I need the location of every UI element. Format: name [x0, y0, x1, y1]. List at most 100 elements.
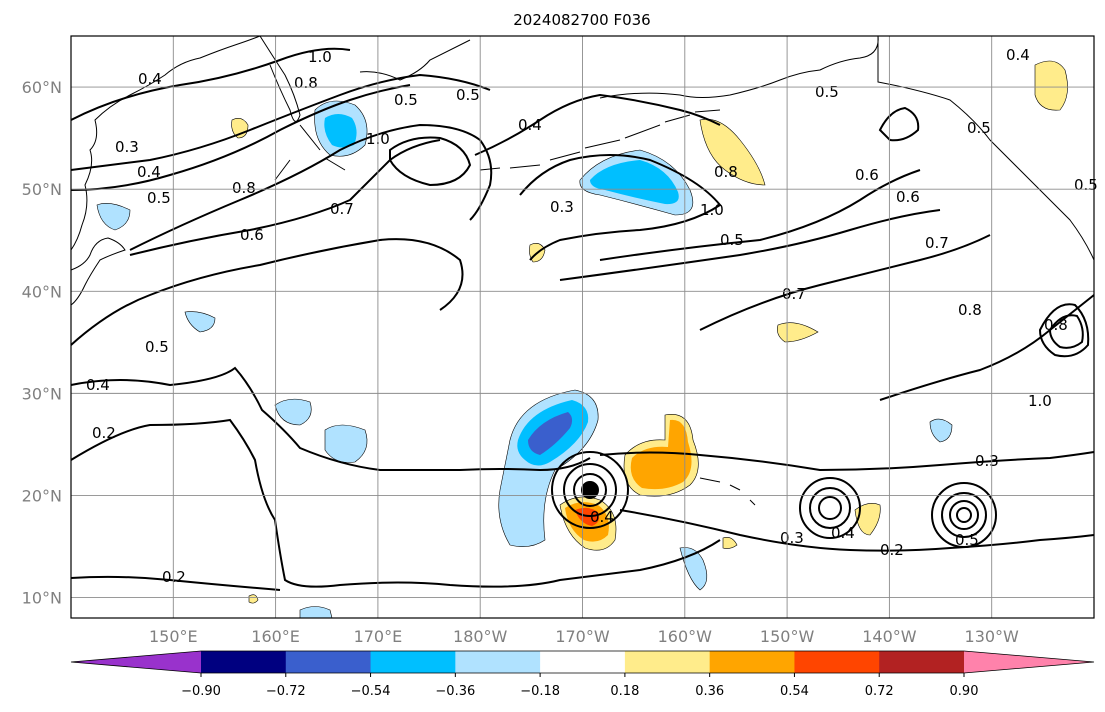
anomaly-patch-kamchatka-negative-core: [324, 114, 357, 148]
colorbar-tick-label: 0.90: [950, 684, 979, 699]
lon-tick-label: 140°W: [862, 627, 917, 646]
contour-line: [70, 238, 464, 346]
lon-tick-label: 180°W: [453, 627, 508, 646]
coastline-japan: [70, 237, 126, 306]
coastline-hawaii: [699, 477, 756, 506]
anomaly-patch-south-negative-2: [299, 606, 333, 619]
cyclone-contour: [573, 473, 607, 507]
graticule: [71, 36, 1094, 618]
contour-line: [70, 47, 351, 121]
lon-tick-label: 130°W: [965, 627, 1020, 646]
contour-label: 0.8: [958, 301, 982, 319]
contour-line: [599, 451, 1095, 472]
lon-tick-label: 150°E: [149, 627, 198, 646]
anomaly-patch-south-negative-1: [679, 547, 708, 591]
contour-label: 0.8: [1044, 316, 1068, 334]
contour-label: 0.5: [147, 189, 171, 207]
contour-label: 0.7: [330, 200, 354, 218]
colorbar-tick-label: −0.36: [435, 684, 475, 699]
anomaly-patch-aleutian-negative-core: [590, 160, 679, 205]
contour-line: [474, 93, 721, 156]
contour-label: 0.6: [896, 188, 920, 206]
lon-tick-label: 150°W: [760, 627, 815, 646]
contour-line: [559, 209, 941, 281]
low-contour: [956, 507, 972, 523]
contour-label: 0.8: [232, 179, 256, 197]
colorbar-tick-label: −0.90: [181, 684, 221, 699]
coastline-kurils: [274, 124, 346, 181]
contour-line: [70, 73, 491, 171]
coastline-asia: [70, 35, 261, 251]
colorbar-tick-label: 0.36: [695, 684, 724, 699]
contour-line: [699, 234, 991, 331]
shaded-anomalies: [96, 60, 1068, 619]
low-contour: [818, 496, 842, 520]
colorbar-box: [285, 651, 372, 673]
colorbar-tick-label: −0.54: [351, 684, 391, 699]
contour-label: 0.4: [137, 163, 161, 181]
map-frame: [70, 35, 1095, 619]
contour-label: 0.3: [975, 452, 999, 470]
coastlines: [70, 35, 1095, 506]
colorbar-box: [879, 651, 965, 673]
low-contour: [931, 482, 997, 548]
longitude-labels: 150°E 160°E 170°E 180°W 170°W 160°W 150°W 140°W…: [149, 627, 1019, 646]
lat-tick-label: 30°N: [22, 384, 62, 403]
contour-line: [389, 136, 472, 187]
contour-line: [70, 418, 721, 588]
lat-tick-label: 50°N: [22, 180, 62, 199]
coastline-bering: [359, 39, 471, 81]
coastline-aleutians: [479, 109, 721, 171]
contour-label: 0.3: [550, 198, 574, 216]
contour-label: 0.4: [518, 116, 542, 134]
contour-label: 0.3: [780, 529, 804, 547]
low-contour: [941, 492, 987, 538]
latitude-labels: 60°N 50°N 40°N 30°N 20°N 10°N: [22, 78, 62, 608]
contour-line: [129, 139, 441, 256]
colorbar-box: [370, 651, 456, 673]
contour-label: 0.5: [967, 119, 991, 137]
anomaly-patch-west-negative-1: [274, 398, 312, 426]
colorbar-tick-label: 0.54: [780, 684, 809, 699]
contour-label: 1.0: [700, 201, 724, 219]
contour-line: [619, 509, 1095, 552]
anomaly-patch-alaska-positive: [1034, 60, 1068, 111]
contour-line: [70, 84, 411, 191]
colorbar-tick-label: 0.72: [865, 684, 894, 699]
contour-label: 0.8: [294, 74, 318, 92]
lat-tick-label: 40°N: [22, 282, 62, 301]
contour-label: 0.5: [394, 91, 418, 109]
contour-label: 0.5: [720, 231, 744, 249]
colorbar-box: [455, 651, 541, 673]
low-contour: [799, 477, 861, 539]
contour-label: 0.2: [92, 424, 116, 442]
contour-line: [1048, 314, 1084, 349]
contour-label: 0.4: [1006, 46, 1030, 64]
lon-tick-label: 170°E: [354, 627, 403, 646]
contour-label: 1.0: [308, 48, 332, 66]
coastline-alaska: [599, 35, 879, 99]
lon-tick-label: 160°W: [658, 627, 713, 646]
contour-label: 0.4: [86, 376, 110, 394]
colorbar-tick-label: −0.72: [266, 684, 306, 699]
cyclone-contour: [563, 463, 617, 517]
contour-label: 0.2: [162, 568, 186, 586]
colorbar-extend-high: [964, 651, 1094, 673]
figure-title: 2024082700 F036: [513, 11, 650, 29]
colorbar-box: [624, 651, 711, 673]
cyclone-contour: [551, 451, 629, 529]
contour-label: 0.7: [782, 285, 806, 303]
contour-label: 0.8: [714, 163, 738, 181]
colorbar-box: [540, 651, 626, 673]
colorbar-box: [201, 651, 287, 673]
contour-label: 0.3: [115, 138, 139, 156]
colorbar-tick-label: −0.18: [520, 684, 560, 699]
contour-line: [70, 575, 281, 591]
anomaly-patch-west-negative-2: [324, 424, 368, 463]
contour-label: 0.4: [590, 508, 614, 526]
contour-line: [1038, 303, 1090, 358]
contour-line: [519, 154, 722, 261]
colorbar-extend-low: [71, 651, 201, 673]
